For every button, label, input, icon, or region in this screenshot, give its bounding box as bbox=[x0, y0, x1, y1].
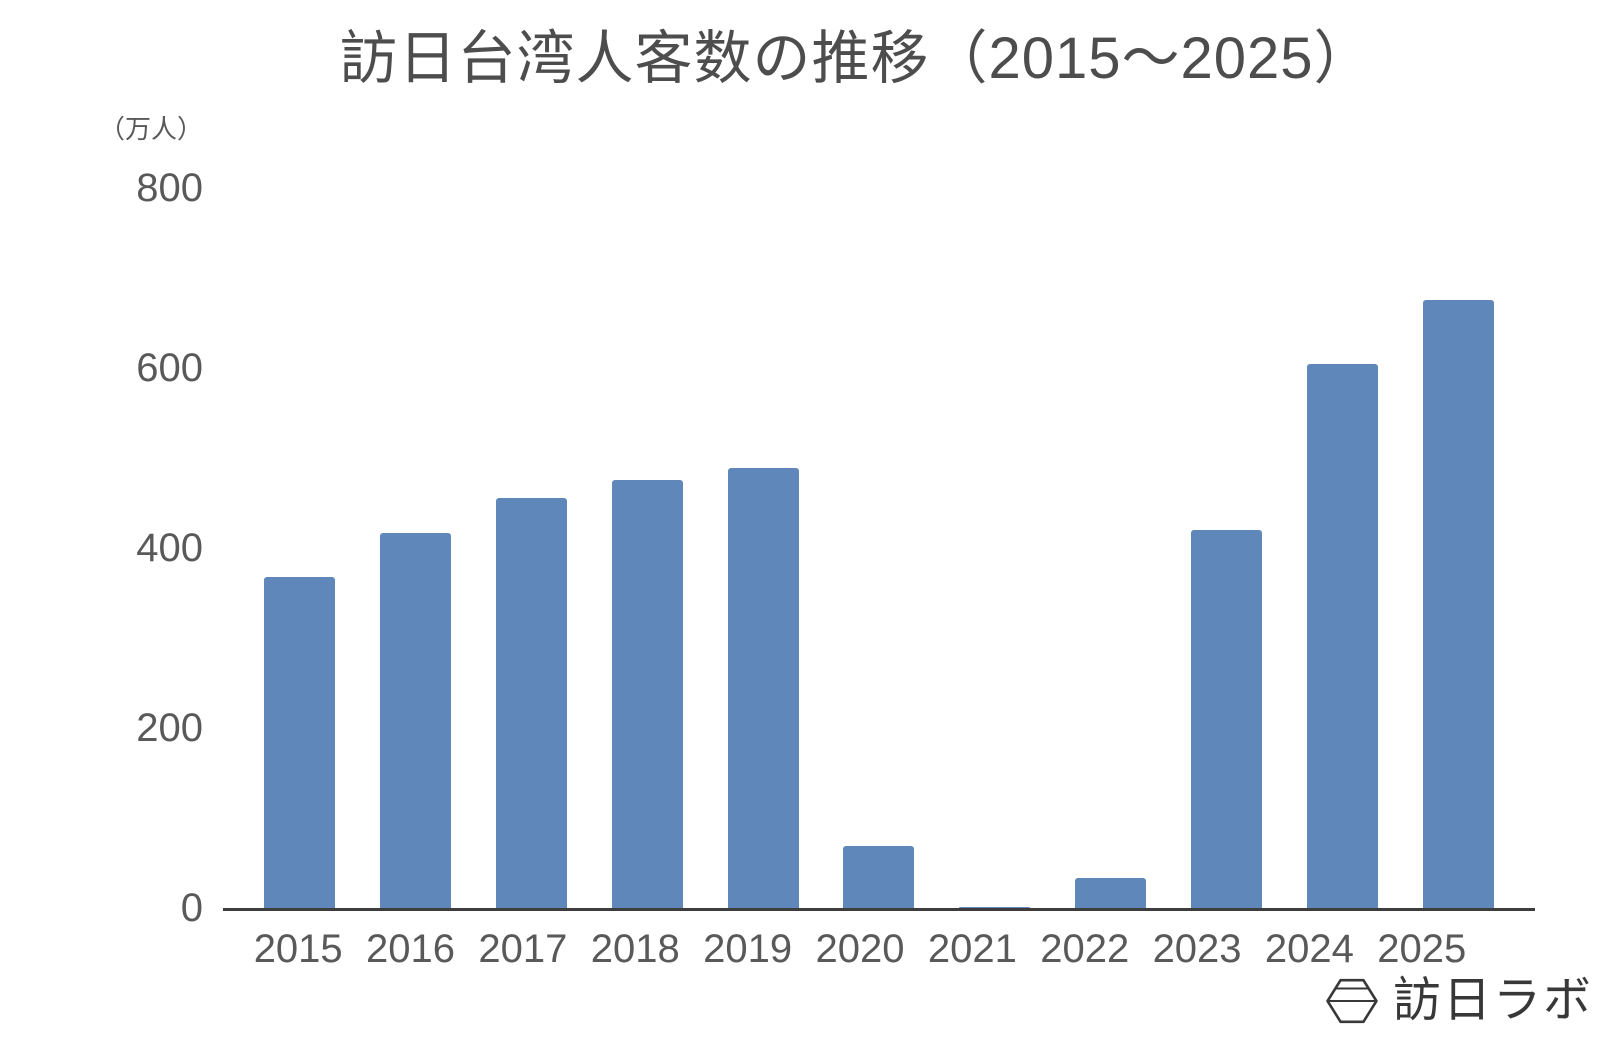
honichi-lab-logo: 訪日ラボ bbox=[1326, 972, 1593, 1030]
bar-2020 bbox=[843, 845, 915, 908]
bar-slot-2018 bbox=[589, 188, 705, 908]
bar-slot-2015 bbox=[242, 188, 358, 908]
x-tick-label-2024: 2024 bbox=[1264, 927, 1354, 971]
bar-2017 bbox=[496, 497, 568, 908]
x-tick-label-2025: 2025 bbox=[1377, 927, 1467, 971]
bar-2016 bbox=[380, 532, 452, 908]
bar-2023 bbox=[1190, 530, 1262, 908]
x-axis-tick-labels: 2015 2016 2017 2018 2019 2020 2021 2022 2023 2024… bbox=[223, 925, 1497, 973]
bar-slot-2025 bbox=[1400, 188, 1516, 908]
bar-slot-2017 bbox=[474, 188, 590, 908]
bar-slot-2021 bbox=[937, 188, 1053, 908]
bar-2018 bbox=[611, 479, 683, 908]
x-tick-label-2019: 2019 bbox=[703, 927, 793, 971]
bar-slot-2023 bbox=[1169, 188, 1285, 908]
x-tick-label-2015: 2015 bbox=[253, 927, 343, 971]
plot-area bbox=[223, 188, 1535, 911]
bar-slot-2020 bbox=[821, 188, 937, 908]
hexagon-logo-icon bbox=[1326, 978, 1378, 1024]
y-tick-label-600: 600 bbox=[136, 346, 203, 390]
x-tick-label-2023: 2023 bbox=[1152, 927, 1242, 971]
logo-text: 訪日ラボ bbox=[1393, 974, 1594, 1027]
x-tick-label-2021: 2021 bbox=[927, 927, 1017, 971]
x-tick-label-2020: 2020 bbox=[815, 927, 905, 971]
bar-2015 bbox=[264, 576, 336, 908]
bar-2021 bbox=[959, 907, 1031, 908]
bar-2024 bbox=[1306, 364, 1378, 908]
x-tick-label-2022: 2022 bbox=[1040, 927, 1130, 971]
y-tick-label-0: 0 bbox=[180, 886, 203, 930]
bar-slot-2022 bbox=[1053, 188, 1169, 908]
chart-title: 訪日台湾人客数の推移（2015〜2025） bbox=[339, 26, 1373, 91]
x-tick-label-2017: 2017 bbox=[478, 927, 568, 971]
x-tick-label-2016: 2016 bbox=[366, 927, 456, 971]
bar-slot-2016 bbox=[358, 188, 474, 908]
bar-slot-2024 bbox=[1284, 188, 1400, 908]
y-tick-label-400: 400 bbox=[136, 526, 203, 570]
y-tick-label-200: 200 bbox=[136, 706, 203, 750]
y-tick-label-800: 800 bbox=[136, 166, 203, 210]
bar-2025 bbox=[1422, 299, 1494, 908]
x-tick-label-2018: 2018 bbox=[590, 927, 680, 971]
bar-2022 bbox=[1075, 878, 1147, 908]
y-axis-unit-label: （万人） bbox=[98, 114, 203, 144]
bar-slot-2019 bbox=[705, 188, 821, 908]
bar-2019 bbox=[727, 467, 799, 908]
